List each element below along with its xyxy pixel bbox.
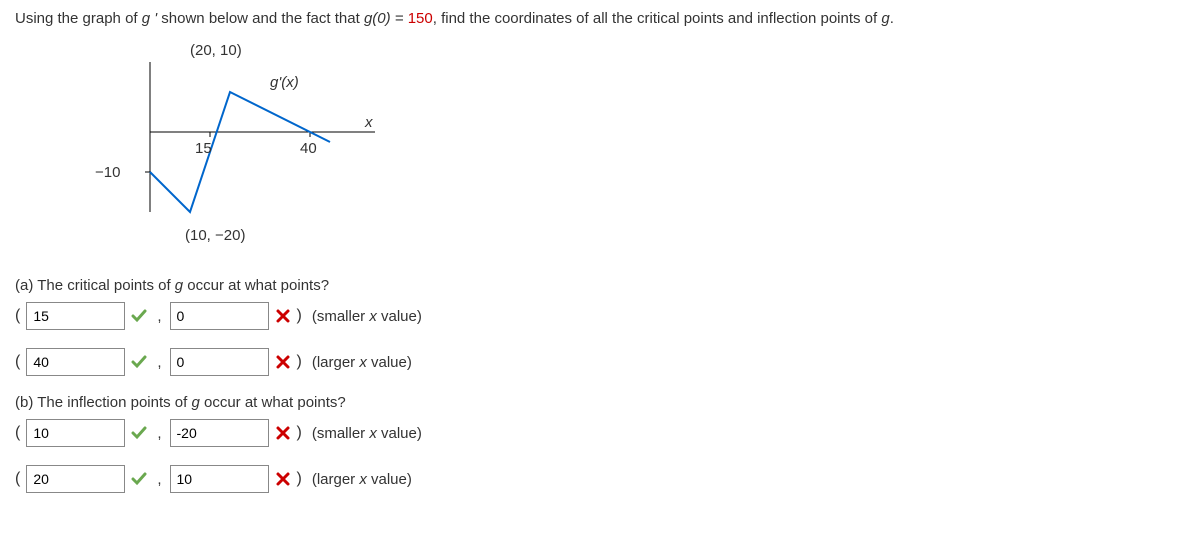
q-period: . (890, 10, 894, 27)
check-icon (131, 471, 147, 487)
q-prefix: Using the graph of (15, 10, 142, 27)
part-b-row-2: ( , ) (larger x value) (15, 465, 1185, 493)
comma: , (157, 471, 161, 488)
pb-prefix: (b) The inflection points of (15, 394, 191, 411)
graph-container: (20, 10) (10, −20) −10 15 40 g'(x) x (75, 32, 395, 262)
input-b2-y[interactable] (170, 465, 269, 493)
open-paren: ( (15, 353, 20, 371)
cross-icon (275, 471, 291, 487)
comma: , (157, 425, 161, 442)
comma: , (157, 308, 161, 325)
part-a-label: (a) The critical points of g occur at wh… (15, 277, 1185, 294)
open-paren: ( (15, 307, 20, 325)
pa-suffix: occur at what points? (183, 277, 329, 294)
close-paren: ) (297, 470, 302, 488)
cross-icon (275, 425, 291, 441)
label-15: 15 (195, 140, 212, 157)
label-20-10: (20, 10) (190, 42, 242, 59)
part-a-row-1: ( , ) (smaller x value) (15, 302, 1185, 330)
suffix-text: (smaller x value) (312, 425, 422, 442)
input-a1-y[interactable] (170, 302, 269, 330)
part-b-label: (b) The inflection points of g occur at … (15, 394, 1185, 411)
pa-prefix: (a) The critical points of (15, 277, 175, 294)
label-40: 40 (300, 140, 317, 157)
label-neg10: −10 (95, 164, 120, 181)
cross-icon (275, 354, 291, 370)
input-b2-x[interactable] (26, 465, 125, 493)
check-icon (131, 425, 147, 441)
check-icon (131, 308, 147, 324)
q-g0val: 150 (408, 10, 433, 27)
label-x-axis: x (365, 114, 373, 131)
cross-icon (275, 308, 291, 324)
close-paren: ) (297, 353, 302, 371)
q-suffix: , find the coordinates of all the critic… (433, 10, 882, 27)
input-a2-x[interactable] (26, 348, 125, 376)
pb-g: g (191, 394, 199, 411)
part-a-row-2: ( , ) (larger x value) (15, 348, 1185, 376)
label-10-neg20: (10, −20) (185, 227, 245, 244)
close-paren: ) (297, 424, 302, 442)
question-text: Using the graph of g ' shown below and t… (15, 10, 1185, 27)
input-a2-y[interactable] (170, 348, 269, 376)
part-b-row-1: ( , ) (smaller x value) (15, 419, 1185, 447)
suffix-text: (larger x value) (312, 354, 412, 371)
q-middle: shown below and the fact that (157, 10, 364, 27)
suffix-text: (larger x value) (312, 471, 412, 488)
input-b1-y[interactable] (170, 419, 269, 447)
open-paren: ( (15, 470, 20, 488)
check-icon (131, 354, 147, 370)
label-gprime: g'(x) (270, 74, 299, 91)
q-g0: g(0) = (364, 10, 408, 27)
q-gfinal: g (881, 10, 889, 27)
input-a1-x[interactable] (26, 302, 125, 330)
open-paren: ( (15, 424, 20, 442)
close-paren: ) (297, 307, 302, 325)
suffix-text: (smaller x value) (312, 308, 422, 325)
pa-g: g (175, 277, 183, 294)
q-gprime: g ' (142, 10, 157, 27)
comma: , (157, 354, 161, 371)
input-b1-x[interactable] (26, 419, 125, 447)
pb-suffix: occur at what points? (200, 394, 346, 411)
